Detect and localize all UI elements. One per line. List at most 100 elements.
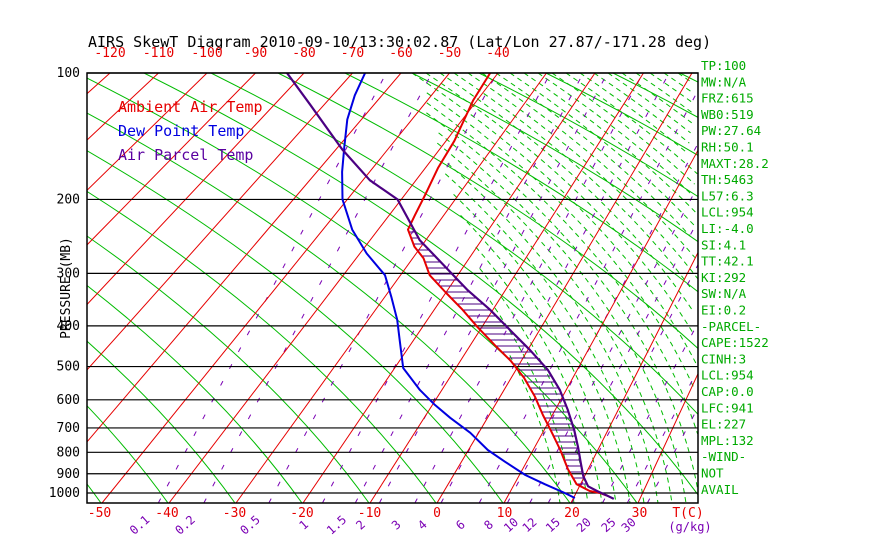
- stats-panel-line: -WIND-: [701, 449, 746, 464]
- isotherm-line: [87, 73, 353, 371]
- moist-adiabat-line: [425, 73, 694, 334]
- dry-adiabat-line: [210, 73, 698, 416]
- dry-adiabat-line: [87, 340, 236, 503]
- moist-adiabat-line: [475, 246, 603, 503]
- moist-adiabat-line: [649, 73, 694, 104]
- moist-adiabat-line: [635, 73, 693, 114]
- mixing-ratio-tick-label: 3: [389, 517, 404, 532]
- pressure-tick-label: 900: [57, 467, 80, 482]
- isotherm-line: [570, 251, 698, 503]
- bottom-temp-tick-label: -10: [358, 506, 381, 521]
- mixing-ratio-line: [321, 73, 551, 503]
- stats-panel-line: MPL:132: [701, 433, 754, 448]
- mixing-ratio-tick-label: 25: [599, 515, 619, 535]
- stats-panel-line: TP:100: [701, 58, 746, 73]
- stats-panel-line: SW:N/A: [701, 286, 747, 301]
- top-temp-tick-label: -110: [143, 46, 174, 61]
- top-temp-tick-label: -70: [341, 46, 364, 61]
- stats-panel-line: CINH:3: [701, 351, 746, 366]
- stats-panel-line: LCL:954: [701, 205, 754, 220]
- top-temp-tick-label: -50: [438, 46, 461, 61]
- moist-adiabat-line: [607, 73, 691, 134]
- stats-panel-line: EL:227: [701, 417, 746, 432]
- isotherm-line: [168, 73, 499, 503]
- legend-ambient-air-temp: Ambient Air Temp: [118, 98, 263, 116]
- stats-panel-line: LFC:941: [701, 400, 754, 415]
- top-temp-tick-label: -80: [292, 46, 315, 61]
- moist-adiabat-line: [593, 73, 690, 144]
- legend-dew-point-temp: Dew Point Temp: [118, 122, 244, 140]
- dry-adiabat-line: [87, 150, 504, 503]
- isotherm-line: [101, 73, 450, 503]
- stats-panel-line: TT:42.1: [701, 254, 754, 269]
- dry-adiabat-line: [344, 73, 698, 293]
- bottom-temp-tick-label: 30: [632, 506, 648, 521]
- stats-panel-line: TH:5463: [701, 172, 754, 187]
- stats-panel-line: AVAIL: [701, 482, 739, 497]
- pressure-tick-label: 200: [57, 192, 80, 207]
- stats-panel-line: LI:-4.0: [701, 221, 754, 236]
- mixing-ratio-tick-label: 6: [453, 517, 468, 532]
- moist-adiabat-line: [509, 73, 696, 227]
- isotherm-line: [302, 73, 596, 503]
- mixing-ratio-tick-label: 1.5: [324, 513, 349, 538]
- isotherm-line: [87, 73, 305, 306]
- stats-panel-line: LCL:954: [701, 368, 754, 383]
- dry-adiabat-line: [87, 483, 102, 503]
- bottom-temp-tick-label: -50: [88, 506, 111, 521]
- stats-panel-line: EI:0.2: [701, 303, 746, 318]
- isotherm-line: [87, 73, 111, 95]
- moist-adiabat-line: [453, 73, 693, 291]
- mixing-ratio-tick-label: 15: [543, 515, 563, 535]
- moist-adiabat-line: [426, 92, 695, 390]
- moist-adiabat-line: [551, 73, 695, 185]
- dry-adiabat-line: [87, 77, 638, 503]
- axis-tick-labels: -120 -110 -100 -90 -80 -70 -60 -50 -40-50 -40 -30-…: [49, 46, 648, 537]
- plot-frame: [86, 72, 699, 504]
- isotherm-line: [436, 73, 693, 503]
- stats-panel-line: WB0:519: [701, 107, 754, 122]
- mixing-ratio-line: [378, 73, 608, 503]
- isotherm-line: [235, 73, 547, 503]
- moist-adiabat-line: [447, 163, 659, 503]
- moist-adiabat-line: [438, 132, 687, 503]
- bottom-temp-tick-label: -20: [290, 506, 313, 521]
- mixing-ratio-line: [571, 263, 698, 503]
- isotherm-line: [0, 73, 62, 503]
- pressure-tick-label: 100: [57, 66, 80, 81]
- dry-adiabat-line: [87, 190, 437, 503]
- moist-adiabat-line: [579, 73, 688, 154]
- top-temp-tick-label: -40: [486, 46, 509, 61]
- mixing-ratio-tick-label: 0.1: [127, 513, 152, 538]
- isotherm-line: [0, 73, 13, 503]
- moist-adiabat-line: [453, 194, 631, 503]
- pressure-tick-label: 300: [57, 266, 80, 281]
- top-temp-tick-label: -90: [244, 46, 267, 61]
- mixing-ratio-line: [268, 73, 498, 503]
- isotherm-line: [637, 372, 698, 503]
- stats-panel-line: CAP:0.0: [701, 384, 754, 399]
- dry-adiabat-line: [87, 405, 169, 503]
- dry-adiabat-line: [87, 284, 303, 503]
- stats-panel-line: MW:N/A: [701, 74, 747, 89]
- mixing-ratio-tick-label: 4: [415, 517, 430, 532]
- moist-adiabat-line: [426, 112, 698, 492]
- cape-hatch-area: [408, 231, 587, 485]
- moist-adiabat-line: [444, 173, 645, 503]
- stats-panel-line: NOT: [701, 466, 724, 481]
- moist-adiabat-line: [439, 73, 694, 312]
- stats-panel-line: KI:292: [701, 270, 746, 285]
- pressure-axis-label: PRESSURE (MB): [59, 237, 74, 339]
- stats-panel-line: CAPE:1522: [701, 335, 769, 350]
- mixing-axis-label: (g/kg): [668, 520, 711, 534]
- bottom-temp-tick-label: 0: [433, 506, 441, 521]
- dry-adiabat-line: [87, 235, 370, 503]
- dry-adiabat-line: [545, 73, 698, 157]
- pressure-tick-label: 400: [57, 319, 80, 334]
- legend-air-parcel-temp: Air Parcel Temp: [118, 146, 253, 164]
- mixing-ratio-tick-label: 8: [481, 517, 496, 532]
- moist-adiabat-line: [411, 73, 698, 367]
- page-title: AIRS SkewT Diagram 2010-09-10/13:30:02.8…: [88, 33, 711, 51]
